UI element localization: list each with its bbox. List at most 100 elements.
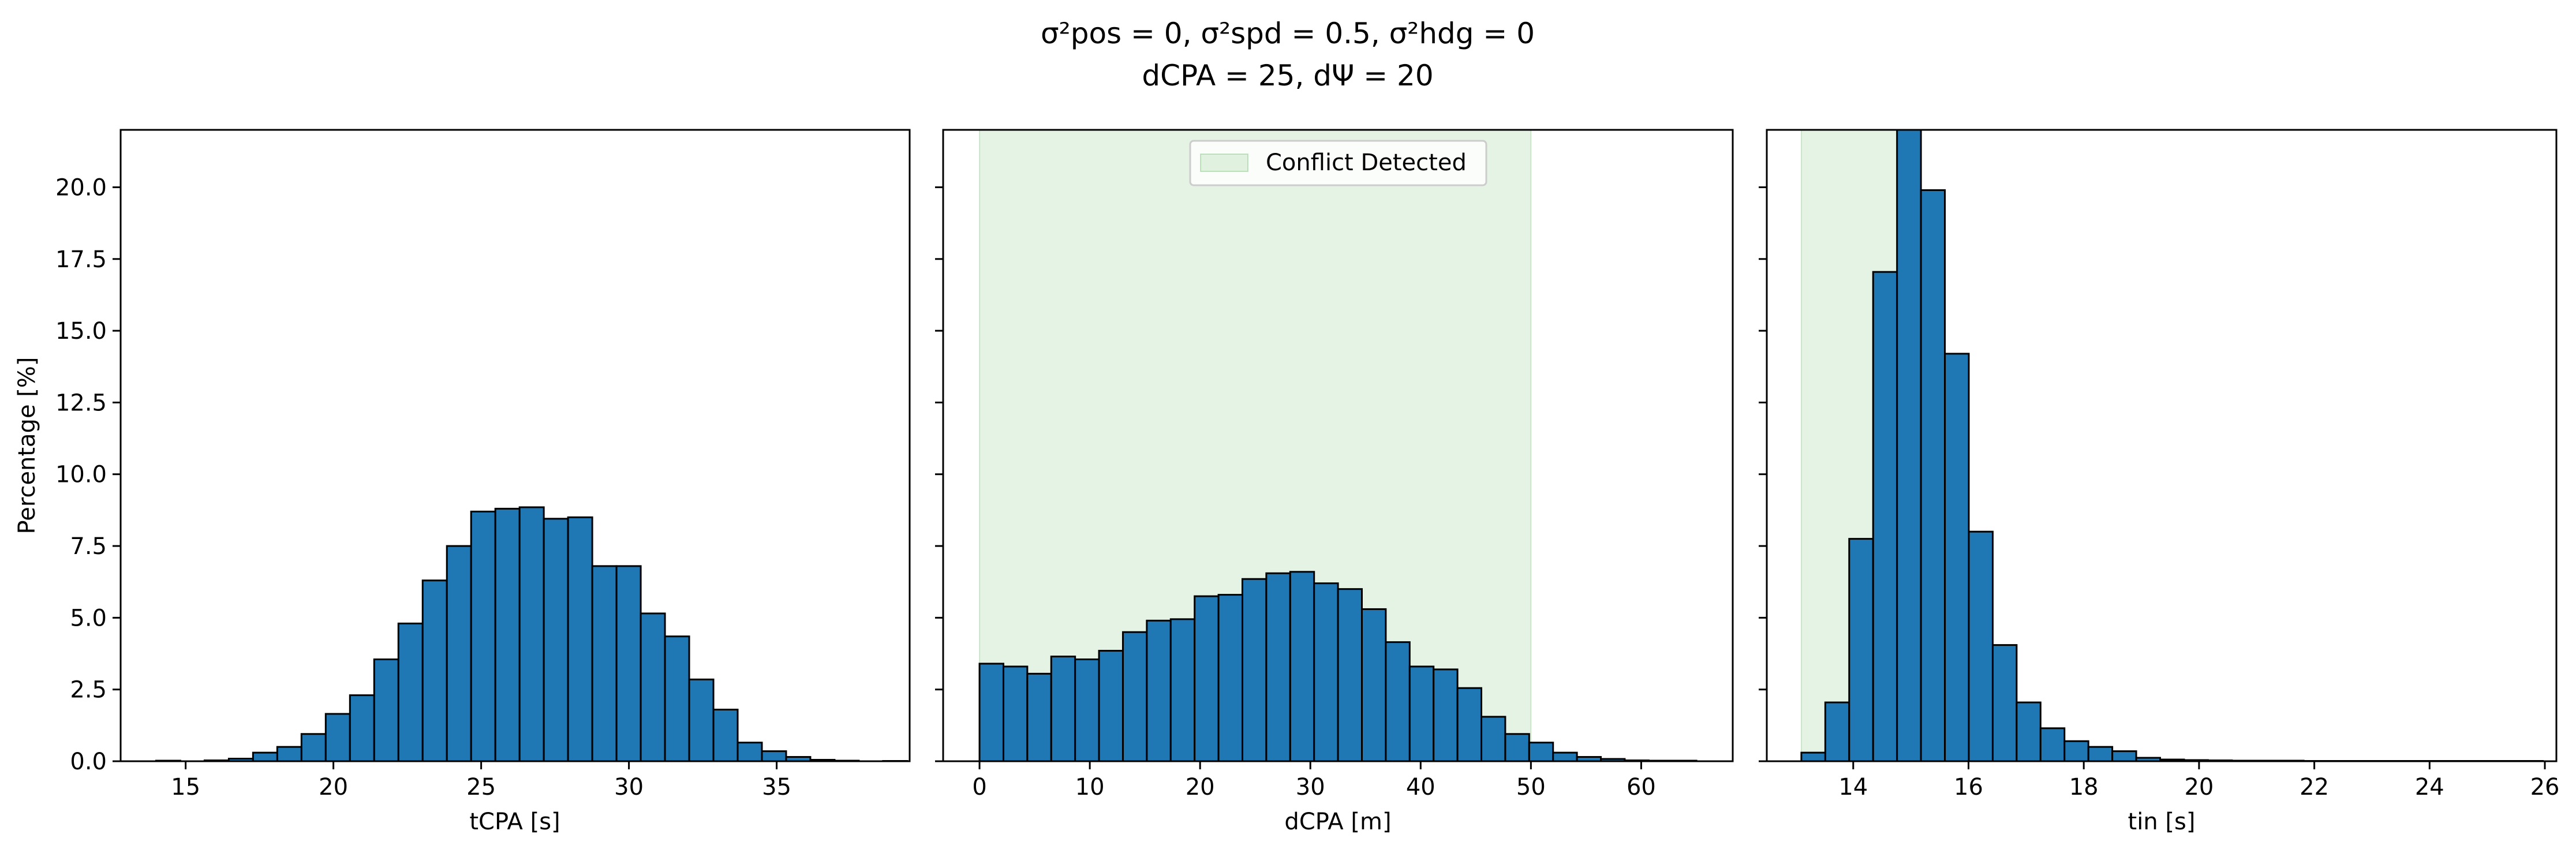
t-cpa-bar [518,506,545,762]
d-cpa-bar [1265,572,1291,762]
t-in-bar [1824,701,1850,762]
d-cpa-bar [1026,672,1052,762]
t-cpa-bar [494,507,521,762]
d-cpa-bar [1121,631,1148,762]
t-cpa-y-tick-label: 10.0 [55,462,107,488]
d-cpa-bar [1050,655,1076,762]
panel-t-in: 14 16 18 20 22 24 26 tin [s] [1759,129,2559,835]
t-in-bar [2063,740,2089,762]
d-cpa-axes-frame [942,129,1734,762]
d-cpa-x-tick-label: 40 [1406,774,1435,800]
t-cpa-x-axis-label: tCPA [s] [469,809,560,835]
t-cpa-axes-frame [119,129,911,762]
d-cpa-bar [1433,668,1459,762]
t-cpa-y-axis-label: Percentage [%] [14,357,40,534]
panel-d-cpa: 0 10 20 30 40 50 60 dCPA [m] Conflict Detected [935,129,1734,835]
t-cpa-y-tick-label: 15.0 [55,318,107,345]
t-cpa-bar [712,708,739,762]
t-in-x-tick-label: 20 [2184,774,2214,800]
d-cpa-bar [1456,687,1483,762]
legend-box [1189,140,1487,186]
t-in-x-tick-label: 16 [1954,774,1983,800]
t-in-bar [2016,701,2042,762]
t-cpa-bar [543,518,569,762]
t-cpa-y-tick-label: 5.0 [70,605,107,631]
d-cpa-bar [1504,733,1530,762]
t-cpa-bar [421,579,448,762]
t-cpa-y-tick-label: 2.5 [70,677,107,704]
t-in-bar [2039,727,2066,762]
t-in-bar [1920,189,1946,762]
d-cpa-bar [1217,594,1243,762]
t-cpa-bar [761,750,787,762]
d-cpa-x-ticks: 0 10 20 30 40 50 60 [972,761,1656,800]
t-in-x-tick-label: 24 [2415,774,2444,800]
d-cpa-x-tick-label: 30 [1296,774,1325,800]
t-in-bar [1968,530,1994,762]
t-cpa-y-tick-label: 7.5 [70,533,107,560]
t-cpa-bar [736,742,763,762]
t-in-x-ticks: 14 16 18 20 22 24 26 [1838,761,2559,800]
t-cpa-bar [664,635,690,762]
t-in-x-tick-label: 26 [2530,774,2560,800]
d-cpa-bar [1194,595,1220,762]
t-in-x-tick-label: 18 [2069,774,2099,800]
t-in-x-tick-label: 14 [1838,774,1868,800]
d-cpa-bar [1098,650,1124,762]
t-in-x-axis-label: tin [s] [2128,809,2196,835]
t-cpa-x-tick-label: 20 [319,774,348,800]
t-cpa-bar [252,751,278,762]
d-cpa-bar [1480,716,1506,762]
t-in-bar [2111,750,2137,762]
t-cpa-x-tick-label: 35 [762,774,791,800]
t-cpa-x-tick-label: 15 [171,774,200,800]
d-cpa-bar [1241,578,1268,762]
d-cpa-bar [1002,665,1029,762]
d-cpa-x-tick-label: 50 [1516,774,1546,800]
d-cpa-y-ticks [935,186,943,762]
t-cpa-bar [446,545,472,762]
d-cpa-x-tick-label: 10 [1075,774,1105,800]
t-in-bar [1991,644,2018,762]
t-cpa-y-ticks: 0.0 2.5 5.0 7.5 10.0 12.5 15.0 17.5 20.0 [55,174,121,775]
panel-t-cpa: 15 20 25 30 35 0.0 2.5 5.0 7.5 10.0 12.5 15.0 17.5 2… [14,129,911,835]
d-cpa-bar [1337,588,1363,762]
t-cpa-bar [640,612,666,762]
t-cpa-bar [349,694,375,762]
t-cpa-x-tick-label: 25 [466,774,496,800]
t-cpa-bar [470,510,496,762]
t-cpa-bar [615,565,642,762]
t-in-x-tick-label: 22 [2300,774,2329,800]
t-in-bar [1848,538,1874,762]
legend-swatch-conflict-detected [1200,154,1248,172]
d-cpa-bar [1074,658,1100,762]
d-cpa-bar [1385,641,1411,762]
d-cpa-x-tick-label: 0 [972,774,986,800]
d-cpa-bar [1528,742,1554,762]
t-cpa-bar [567,516,593,762]
d-cpa-x-axis-label: dCPA [m] [1284,809,1391,835]
t-in-bar [1872,271,1898,762]
t-cpa-bars [155,506,908,762]
d-cpa-bar [1313,582,1339,762]
t-cpa-bar [324,713,351,762]
t-cpa-x-ticks: 15 20 25 30 35 [171,761,791,800]
t-in-bar [1800,751,1826,762]
t-cpa-y-tick-label: 12.5 [55,390,107,416]
t-cpa-y-tick-label: 17.5 [55,246,107,273]
t-cpa-bar [688,678,715,762]
d-cpa-bars [978,571,1698,762]
figure-title-line-1: σ²pos = 0, σ²spd = 0.5, σ²hdg = 0 [1041,17,1535,50]
t-cpa-bar [397,622,424,762]
t-in-bar [2087,746,2114,762]
d-cpa-x-tick-label: 20 [1186,774,1215,800]
t-cpa-bar [276,746,302,762]
figure-title-line-2: dCPA = 25, dΨ = 20 [1142,59,1433,92]
t-cpa-x-tick-label: 30 [614,774,644,800]
t-in-y-ticks [1759,186,1767,762]
t-cpa-y-tick-label: 0.0 [70,749,107,775]
d-cpa-bar [978,663,1004,762]
d-cpa-bar [1408,665,1435,762]
legend: Conflict Detected [1189,140,1487,186]
